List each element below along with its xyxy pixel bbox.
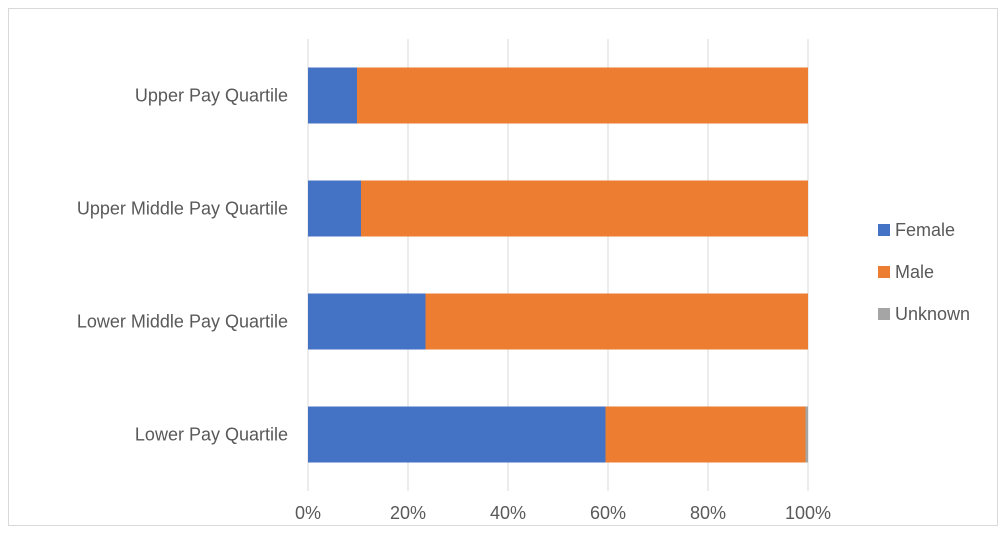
bar-female-upper-pay-quartile <box>308 67 357 124</box>
bar-male-lower-middle-pay-quartile <box>425 293 808 350</box>
category-label: Upper Pay Quartile <box>135 86 288 106</box>
chart-frame: Lower Pay Quartile Lower Middle Pay Quart… <box>8 8 998 526</box>
stacked-bar-chart: Lower Pay Quartile Lower Middle Pay Quart… <box>77 39 970 523</box>
bar-female-upper-middle-pay-quartile <box>308 180 361 237</box>
legend-label-unknown: Unknown <box>895 304 970 324</box>
bar-female-lower-middle-pay-quartile <box>308 293 426 350</box>
bar-male-lower-pay-quartile <box>605 406 806 463</box>
bars <box>308 67 808 463</box>
x-tick-label: 0% <box>295 503 321 523</box>
legend-label-female: Female <box>895 220 955 240</box>
bar-male-upper-middle-pay-quartile <box>361 180 808 237</box>
legend-swatch-unknown <box>878 308 890 320</box>
category-label: Lower Pay Quartile <box>135 425 288 445</box>
category-labels: Lower Pay Quartile Lower Middle Pay Quart… <box>77 86 288 445</box>
x-tick-label: 100% <box>785 503 831 523</box>
bar-female-lower-pay-quartile <box>308 406 606 463</box>
x-tick-labels: 0% 20% 40% 60% 80% 100% <box>295 503 831 523</box>
legend: Female Male Unknown <box>878 220 970 324</box>
x-tick-label: 80% <box>690 503 726 523</box>
bar-unknown-lower-pay-quartile <box>805 406 808 463</box>
x-tick-label: 60% <box>590 503 626 523</box>
legend-label-male: Male <box>895 262 934 282</box>
category-label: Upper Middle Pay Quartile <box>77 199 288 219</box>
legend-swatch-female <box>878 224 890 236</box>
x-tick-label: 40% <box>490 503 526 523</box>
bar-male-upper-pay-quartile <box>357 67 808 124</box>
x-tick-label: 20% <box>390 503 426 523</box>
category-label: Lower Middle Pay Quartile <box>77 312 288 332</box>
legend-swatch-male <box>878 266 890 278</box>
